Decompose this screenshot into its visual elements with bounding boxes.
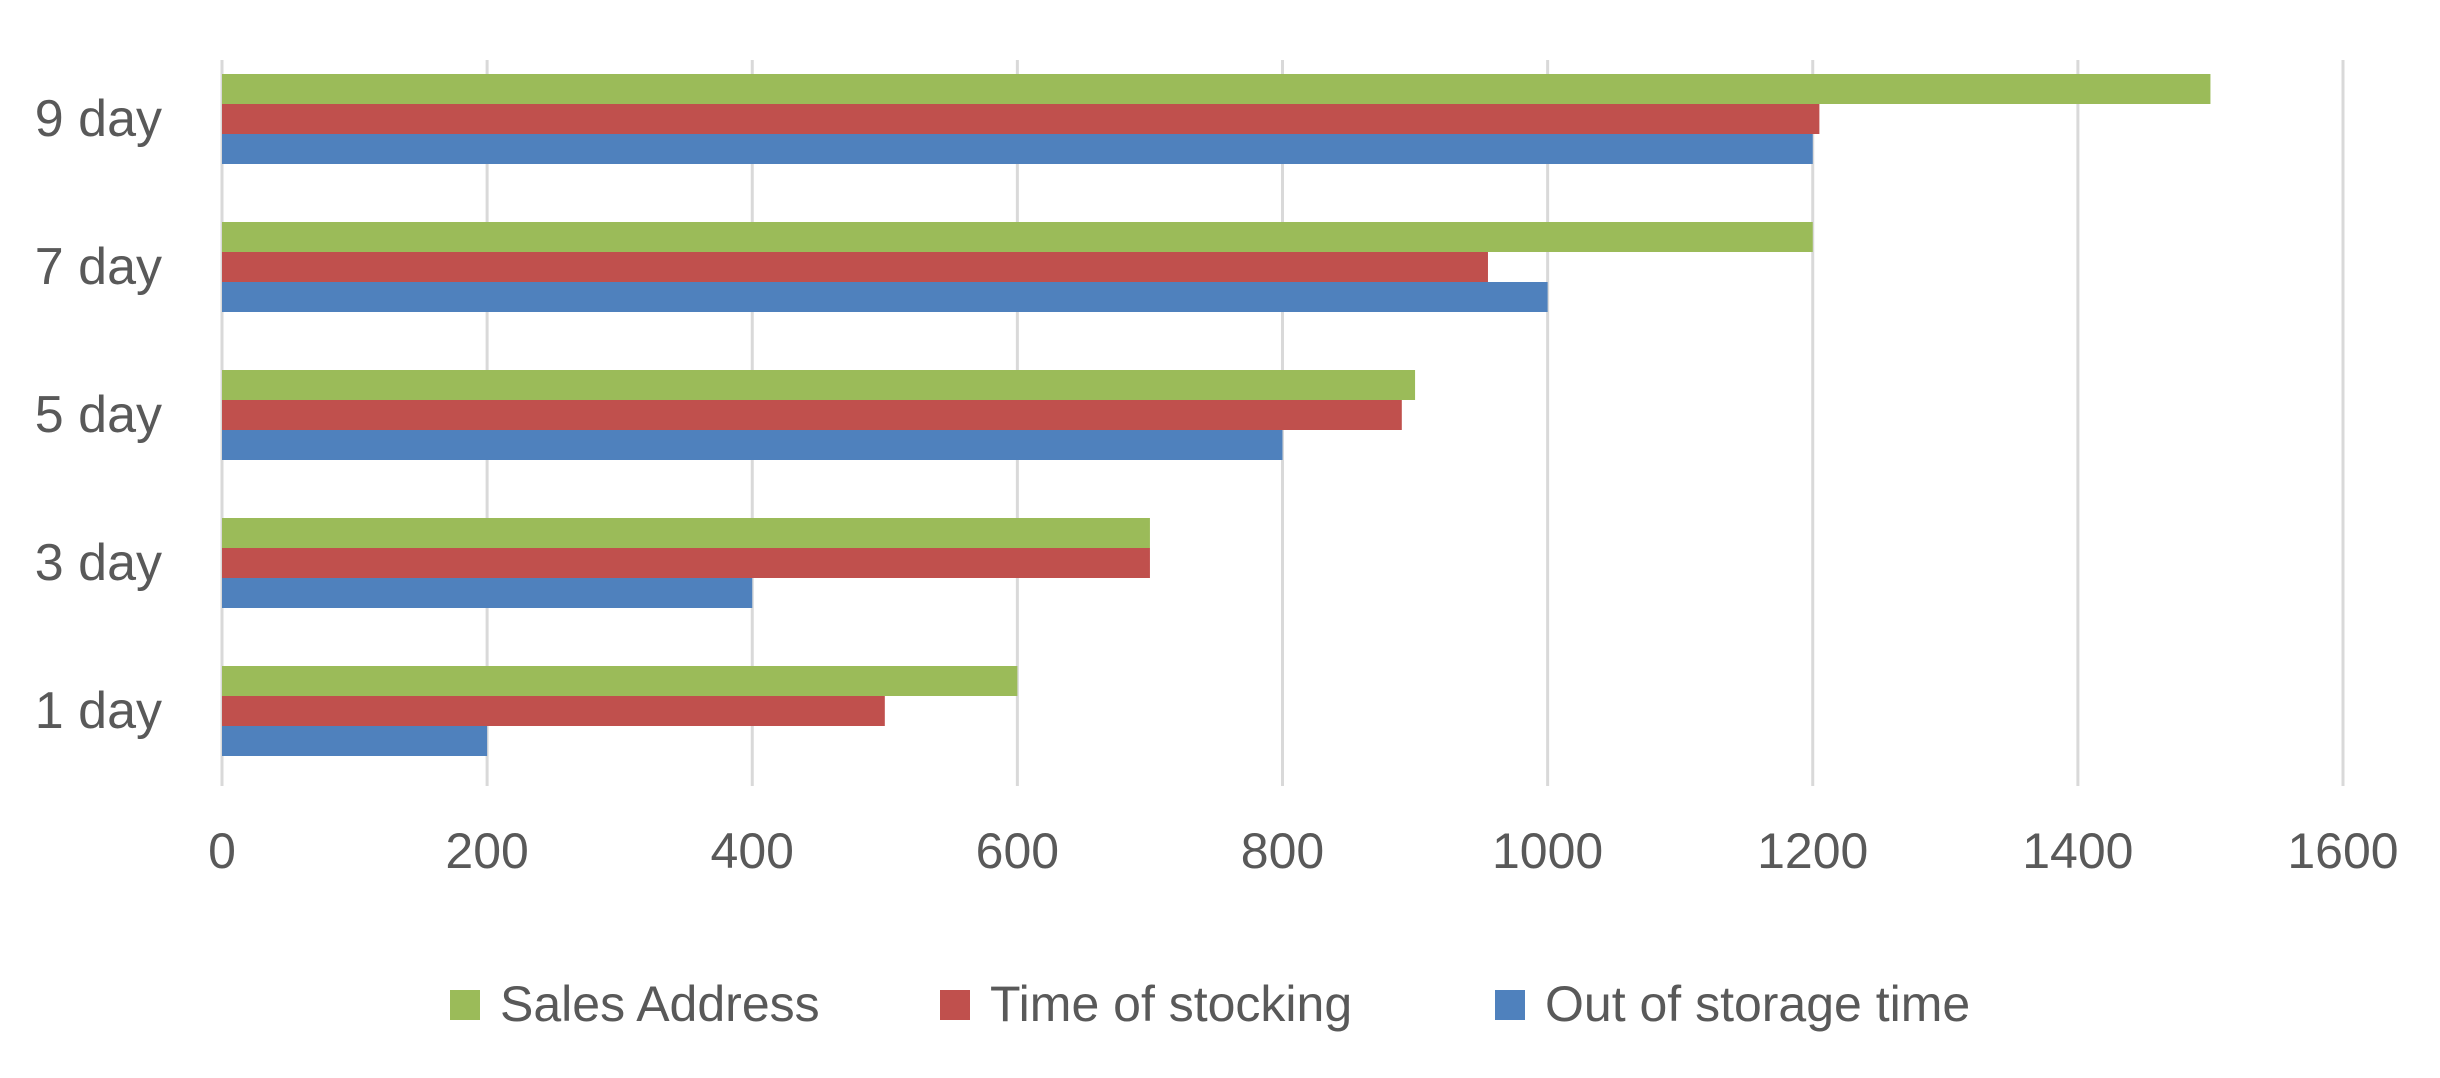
legend-item-time-of-stocking: Time of stocking: [940, 976, 1352, 1032]
legend-swatch: [450, 990, 480, 1020]
bar-time-of-stocking-1-day: [222, 696, 885, 726]
x-tick-label: 1000: [1492, 823, 1603, 879]
bar-sales-address-9-day: [222, 74, 2211, 104]
legend-label: Time of stocking: [990, 976, 1352, 1032]
x-tick-label: 800: [1241, 823, 1324, 879]
bars: [222, 74, 2211, 756]
category-labels: 1 day 3 day 5 day 7 day 9 day: [35, 90, 162, 740]
bar-sales-address-1-day: [222, 666, 1018, 696]
bar-time-of-stocking-3-day: [222, 548, 1150, 578]
category-label: 1 day: [35, 682, 162, 740]
category-label: 3 day: [35, 534, 162, 592]
legend-swatch: [940, 990, 970, 1020]
category-label: 5 day: [35, 386, 162, 444]
x-tick-label: 0: [208, 823, 236, 879]
x-tick-label: 600: [976, 823, 1059, 879]
x-tick-label: 200: [445, 823, 528, 879]
legend-item-sales-address: Sales Address: [450, 976, 820, 1032]
category-label: 9 day: [35, 90, 162, 148]
bar-out-of-storage-time-1-day: [222, 726, 488, 756]
bar-out-of-storage-time-3-day: [222, 578, 753, 608]
x-tick-label: 400: [711, 823, 794, 879]
legend-label: Sales Address: [500, 976, 820, 1032]
x-tick-label: 1400: [2022, 823, 2133, 879]
bar-time-of-stocking-9-day: [222, 104, 1820, 134]
legend-label: Out of storage time: [1545, 976, 1970, 1032]
bar-time-of-stocking-7-day: [222, 252, 1488, 282]
bar-sales-address-3-day: [222, 518, 1150, 548]
legend-item-out-of-storage-time: Out of storage time: [1495, 976, 1970, 1032]
bar-out-of-storage-time-5-day: [222, 430, 1283, 460]
bar-sales-address-7-day: [222, 222, 1813, 252]
x-axis-tick-labels: 0 200 400 600 800 1000 1200 1400 1600: [208, 823, 2399, 879]
bar-sales-address-5-day: [222, 370, 1416, 400]
category-label: 7 day: [35, 238, 162, 296]
bar-time-of-stocking-5-day: [222, 400, 1402, 430]
legend: Sales Address Time of stocking Out of stor…: [450, 976, 1970, 1032]
x-tick-label: 1600: [2287, 823, 2398, 879]
bar-out-of-storage-time-7-day: [222, 282, 1548, 312]
bar-out-of-storage-time-9-day: [222, 134, 1813, 164]
legend-swatch: [1495, 990, 1525, 1020]
x-tick-label: 1200: [1757, 823, 1868, 879]
